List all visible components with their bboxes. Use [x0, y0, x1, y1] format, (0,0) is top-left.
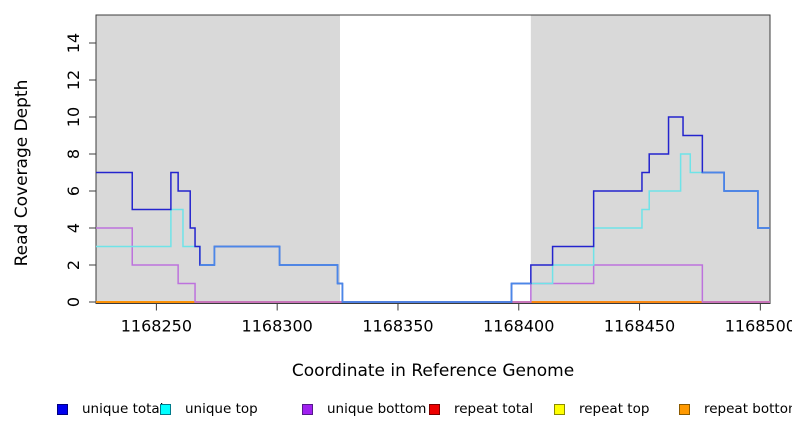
legend-label: unique bottom	[327, 401, 427, 417]
legend-label: unique total	[82, 401, 164, 417]
x-tick-label: 1168400	[483, 317, 554, 336]
y-axis-title: Read Coverage Depth	[12, 80, 32, 267]
legend-swatch-repeat-total	[429, 403, 440, 415]
legend-label: repeat top	[579, 401, 650, 417]
repeat-region-shading	[96, 15, 340, 304]
legend-label: repeat total	[454, 401, 534, 417]
y-tick-label: 6	[64, 186, 83, 196]
legend-item-repeat-bottom: repeat bottom	[679, 398, 792, 420]
series-line-overlap	[702, 171, 770, 229]
y-tick-label: 4	[64, 223, 83, 233]
legend-swatch-repeat-top	[554, 403, 565, 415]
legend-swatch-repeat-bottom	[679, 403, 690, 415]
legend-swatch-unique-total	[57, 403, 68, 415]
plot-box	[95, 14, 771, 304]
y-tick-label: 14	[64, 33, 83, 53]
plot-layers: 1168250 1168300 1168350 1168400 1168450 11685…	[64, 14, 792, 336]
series-line-overlap	[199, 245, 531, 303]
legend-swatch-unique-top	[160, 403, 171, 415]
repeat-region-shading	[530, 15, 770, 304]
x-tick-label: 1168500	[725, 317, 792, 336]
y-tick-label: 8	[64, 149, 83, 159]
y-tick-label: 0	[64, 297, 83, 307]
legend-label: repeat bottom	[704, 401, 792, 417]
y-tick-label: 12	[64, 70, 83, 90]
legend-label: unique top	[185, 401, 258, 417]
chart-legend: unique total unique top unique bottom re…	[0, 398, 792, 424]
legend-item-repeat-top: repeat top	[554, 398, 649, 420]
x-tick-label: 1168300	[242, 317, 313, 336]
legend-item-unique-bottom: unique bottom	[302, 398, 426, 420]
x-tick-label: 1168250	[121, 317, 192, 336]
y-tick-label: 10	[64, 107, 83, 127]
x-tick-label: 1168450	[604, 317, 675, 336]
legend-swatch-unique-bottom	[302, 403, 313, 415]
legend-item-unique-total: unique total	[57, 398, 163, 420]
x-axis-title: Coordinate in Reference Genome	[292, 361, 574, 381]
legend-item-repeat-total: repeat total	[429, 398, 533, 420]
legend-item-unique-top: unique top	[160, 398, 258, 420]
x-tick-label: 1168350	[362, 317, 433, 336]
y-tick-label: 2	[64, 260, 83, 270]
